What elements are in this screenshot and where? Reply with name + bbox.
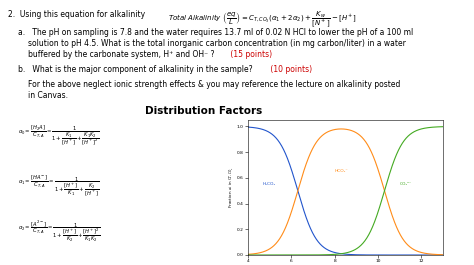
- Text: b.   What is the major component of alkalinity in the sample?: b. What is the major component of alkali…: [18, 65, 253, 74]
- Text: $\mathit{Total\ Alkalinity}\ \left(\dfrac{eq}{L}\right) = C_{T,CO_3}(\alpha_1 + : $\mathit{Total\ Alkalinity}\ \left(\dfra…: [168, 10, 357, 30]
- Text: 2.  Using this equation for alkalinity: 2. Using this equation for alkalinity: [8, 10, 145, 19]
- Text: H₂CO₃: H₂CO₃: [263, 182, 276, 186]
- Text: solution to pH 4.5. What is the total inorganic carbon concentration (in mg carb: solution to pH 4.5. What is the total in…: [28, 39, 406, 48]
- X-axis label: pH: pH: [342, 264, 349, 265]
- Text: $\alpha_2 = \dfrac{[A^{2-}]}{C_{T,A}} = \dfrac{1}{1 + \dfrac{[H^+]}{K_2} + \dfra: $\alpha_2 = \dfrac{[A^{2-}]}{C_{T,A}} = …: [18, 220, 101, 244]
- Text: (15 points): (15 points): [228, 50, 272, 59]
- Text: in Canvas.: in Canvas.: [28, 91, 68, 100]
- Text: $\alpha_0 = \dfrac{[H_2A]}{C_{T,A}} = \dfrac{1}{1 + \dfrac{K_1}{[H^+]} + \dfrac{: $\alpha_0 = \dfrac{[H_2A]}{C_{T,A}} = \d…: [18, 125, 100, 148]
- Text: CO₃²⁻: CO₃²⁻: [400, 182, 412, 186]
- Text: Distribution Factors: Distribution Factors: [145, 106, 262, 116]
- Text: (10 points): (10 points): [268, 65, 312, 74]
- Text: For the above neglect ionic strength effects & you may reference the lecture on : For the above neglect ionic strength eff…: [28, 80, 401, 89]
- Text: $\alpha_1 = \dfrac{[HA^-]}{C_{T,A}} = \dfrac{1}{1 + \dfrac{[H^+]}{K_1} + \dfrac{: $\alpha_1 = \dfrac{[HA^-]}{C_{T,A}} = \d…: [18, 175, 100, 198]
- Y-axis label: Fraction $\alpha_i$ in C$_{T,CO_3}$: Fraction $\alpha_i$ in C$_{T,CO_3}$: [228, 167, 236, 208]
- Text: a.   The pH on sampling is 7.8 and the water requires 13.7 ml of 0.02 N HCl to l: a. The pH on sampling is 7.8 and the wat…: [18, 28, 413, 37]
- Text: HCO₃⁻: HCO₃⁻: [334, 169, 348, 173]
- Text: buffered by the carbonate system, H⁺ and OH⁻ ?: buffered by the carbonate system, H⁺ and…: [28, 50, 215, 59]
- Text: For Carbonate System with
p$K_{a1}$ = 6.3
p$K_{a2}$ = 10.3: For Carbonate System with p$K_{a1}$ = 6.…: [248, 120, 315, 145]
